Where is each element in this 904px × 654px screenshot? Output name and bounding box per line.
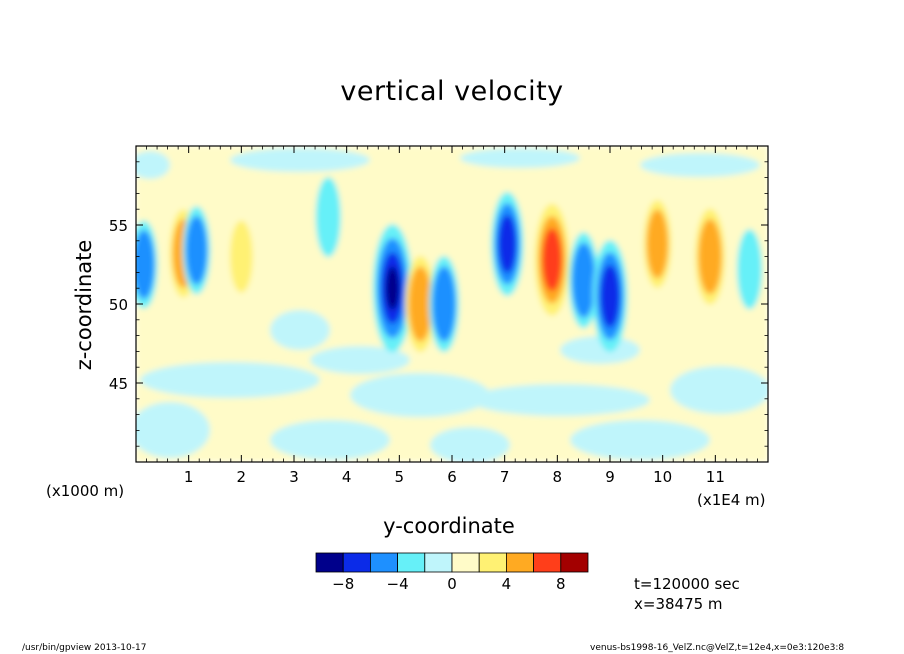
- chart-title: vertical velocity: [340, 76, 564, 107]
- time-annotation: t=120000 sec: [634, 575, 740, 593]
- colorbar-swatch: [451, 552, 480, 573]
- field-feature: [695, 208, 726, 305]
- colorbar-swatch: [424, 552, 453, 573]
- colorbar-swatch: [369, 552, 398, 573]
- x-tick-label: 11: [706, 468, 725, 486]
- colorbar-swatch: [560, 552, 589, 573]
- field-feature: [643, 199, 672, 288]
- x-tick-label: 5: [395, 468, 405, 486]
- x-tick-label: 10: [653, 468, 672, 486]
- x-axis-label: y-coordinate: [383, 514, 515, 538]
- colorbar: −8 −4 0 4 8: [315, 552, 589, 593]
- colorbar-swatch: [478, 552, 507, 573]
- x-tick-label: 6: [447, 468, 457, 486]
- colorbar-tick-label: 0: [447, 575, 457, 593]
- colorbar-swatch: [505, 552, 534, 573]
- y-tick-label: 50: [109, 296, 128, 314]
- field-feature: [568, 232, 599, 329]
- y-axis-label: z-coordinate: [72, 239, 96, 371]
- field-feature: [405, 256, 436, 352]
- field-feature: [182, 206, 211, 295]
- colorbar-tick-label: 8: [556, 575, 566, 593]
- field-feature: [736, 229, 763, 310]
- x-unit-right-label: (x1E4 m): [697, 491, 766, 509]
- x-position-annotation: x=38475 m: [634, 595, 723, 613]
- field-feature: [429, 256, 460, 352]
- x-tick-label: 2: [237, 468, 247, 486]
- x-tick-label: 9: [605, 468, 615, 486]
- field-feature: [491, 191, 524, 296]
- velocity-field: [136, 146, 768, 462]
- field-feature: [592, 240, 628, 353]
- colorbar-tick-label: −4: [387, 575, 409, 593]
- colorbar-swatch: [315, 552, 344, 573]
- colorbar-swatch: [342, 552, 371, 573]
- x-tick-label: 4: [342, 468, 352, 486]
- x-unit-left-label: (x1000 m): [46, 482, 125, 500]
- field-feature: [534, 203, 570, 316]
- x-tick-label: 8: [553, 468, 563, 486]
- field-feature: [315, 177, 341, 258]
- y-tick-label: 55: [109, 217, 128, 235]
- x-tick-label: 3: [289, 468, 299, 486]
- x-tick-label: 1: [184, 468, 194, 486]
- field-feature: [229, 220, 253, 293]
- colorbar-tick-label: 4: [502, 575, 512, 593]
- colorbar-swatch: [397, 552, 426, 573]
- x-tick-label: 7: [500, 468, 510, 486]
- colorbar-swatch: [533, 552, 562, 573]
- footer-right-text: venus-bs1998-16_VelZ.nc@VelZ,t=12e4,x=0e…: [590, 643, 845, 653]
- field-feature: [372, 224, 413, 353]
- field-feature: [136, 220, 158, 309]
- colorbar-tick-label: −8: [332, 575, 354, 593]
- footer-left-text: /usr/bin/gpview 2013-10-17: [22, 643, 147, 653]
- y-tick-label: 45: [109, 375, 128, 393]
